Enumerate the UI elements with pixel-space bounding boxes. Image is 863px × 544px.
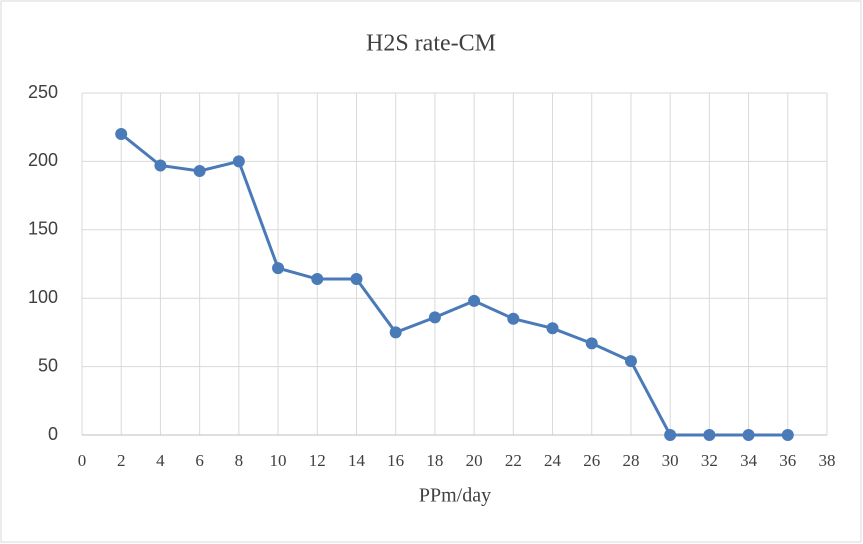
x-tick-label: 14 xyxy=(348,451,366,470)
y-tick-label: 200 xyxy=(28,150,58,170)
x-tick-label: 30 xyxy=(662,451,679,470)
x-tick-label: 28 xyxy=(622,451,639,470)
data-point xyxy=(194,165,206,177)
x-tick-label: 8 xyxy=(235,451,244,470)
data-point xyxy=(154,160,166,172)
data-point xyxy=(743,429,755,441)
data-point xyxy=(350,273,362,285)
x-tick-label: 24 xyxy=(544,451,562,470)
data-point xyxy=(625,355,637,367)
data-point xyxy=(782,429,794,441)
data-point xyxy=(507,313,519,325)
data-point xyxy=(311,273,323,285)
x-tick-label: 38 xyxy=(819,451,836,470)
x-tick-label: 6 xyxy=(195,451,204,470)
y-tick-label: 50 xyxy=(38,355,58,375)
chart-title: H2S rate-CM xyxy=(366,31,496,57)
data-point xyxy=(468,295,480,307)
data-point xyxy=(272,262,284,274)
data-point xyxy=(703,429,715,441)
x-tick-label: 10 xyxy=(270,451,287,470)
x-tick-label: 34 xyxy=(740,451,758,470)
x-tick-label: 4 xyxy=(156,451,165,470)
x-tick-label: 18 xyxy=(426,451,443,470)
x-tick-label: 12 xyxy=(309,451,326,470)
data-point xyxy=(429,311,441,323)
x-tick-label: 0 xyxy=(78,451,87,470)
y-tick-label: 100 xyxy=(28,287,58,307)
data-point xyxy=(547,322,559,334)
x-axis-title: PPm/day xyxy=(419,485,491,507)
y-tick-label: 150 xyxy=(28,219,58,239)
data-point xyxy=(233,155,245,167)
x-tick-label: 22 xyxy=(505,451,522,470)
chart: H2S rate-CM PPm/day 05010015020025002468… xyxy=(0,0,863,544)
data-point xyxy=(586,337,598,349)
x-tick-label: 20 xyxy=(466,451,483,470)
x-tick-label: 32 xyxy=(701,451,718,470)
data-point xyxy=(664,429,676,441)
y-tick-label: 0 xyxy=(48,424,58,444)
y-tick-label: 250 xyxy=(28,82,58,102)
x-tick-label: 26 xyxy=(583,451,600,470)
x-tick-label: 2 xyxy=(117,451,126,470)
x-tick-label: 36 xyxy=(779,451,796,470)
x-tick-label: 16 xyxy=(387,451,404,470)
data-point xyxy=(390,326,402,338)
data-point xyxy=(115,128,127,140)
